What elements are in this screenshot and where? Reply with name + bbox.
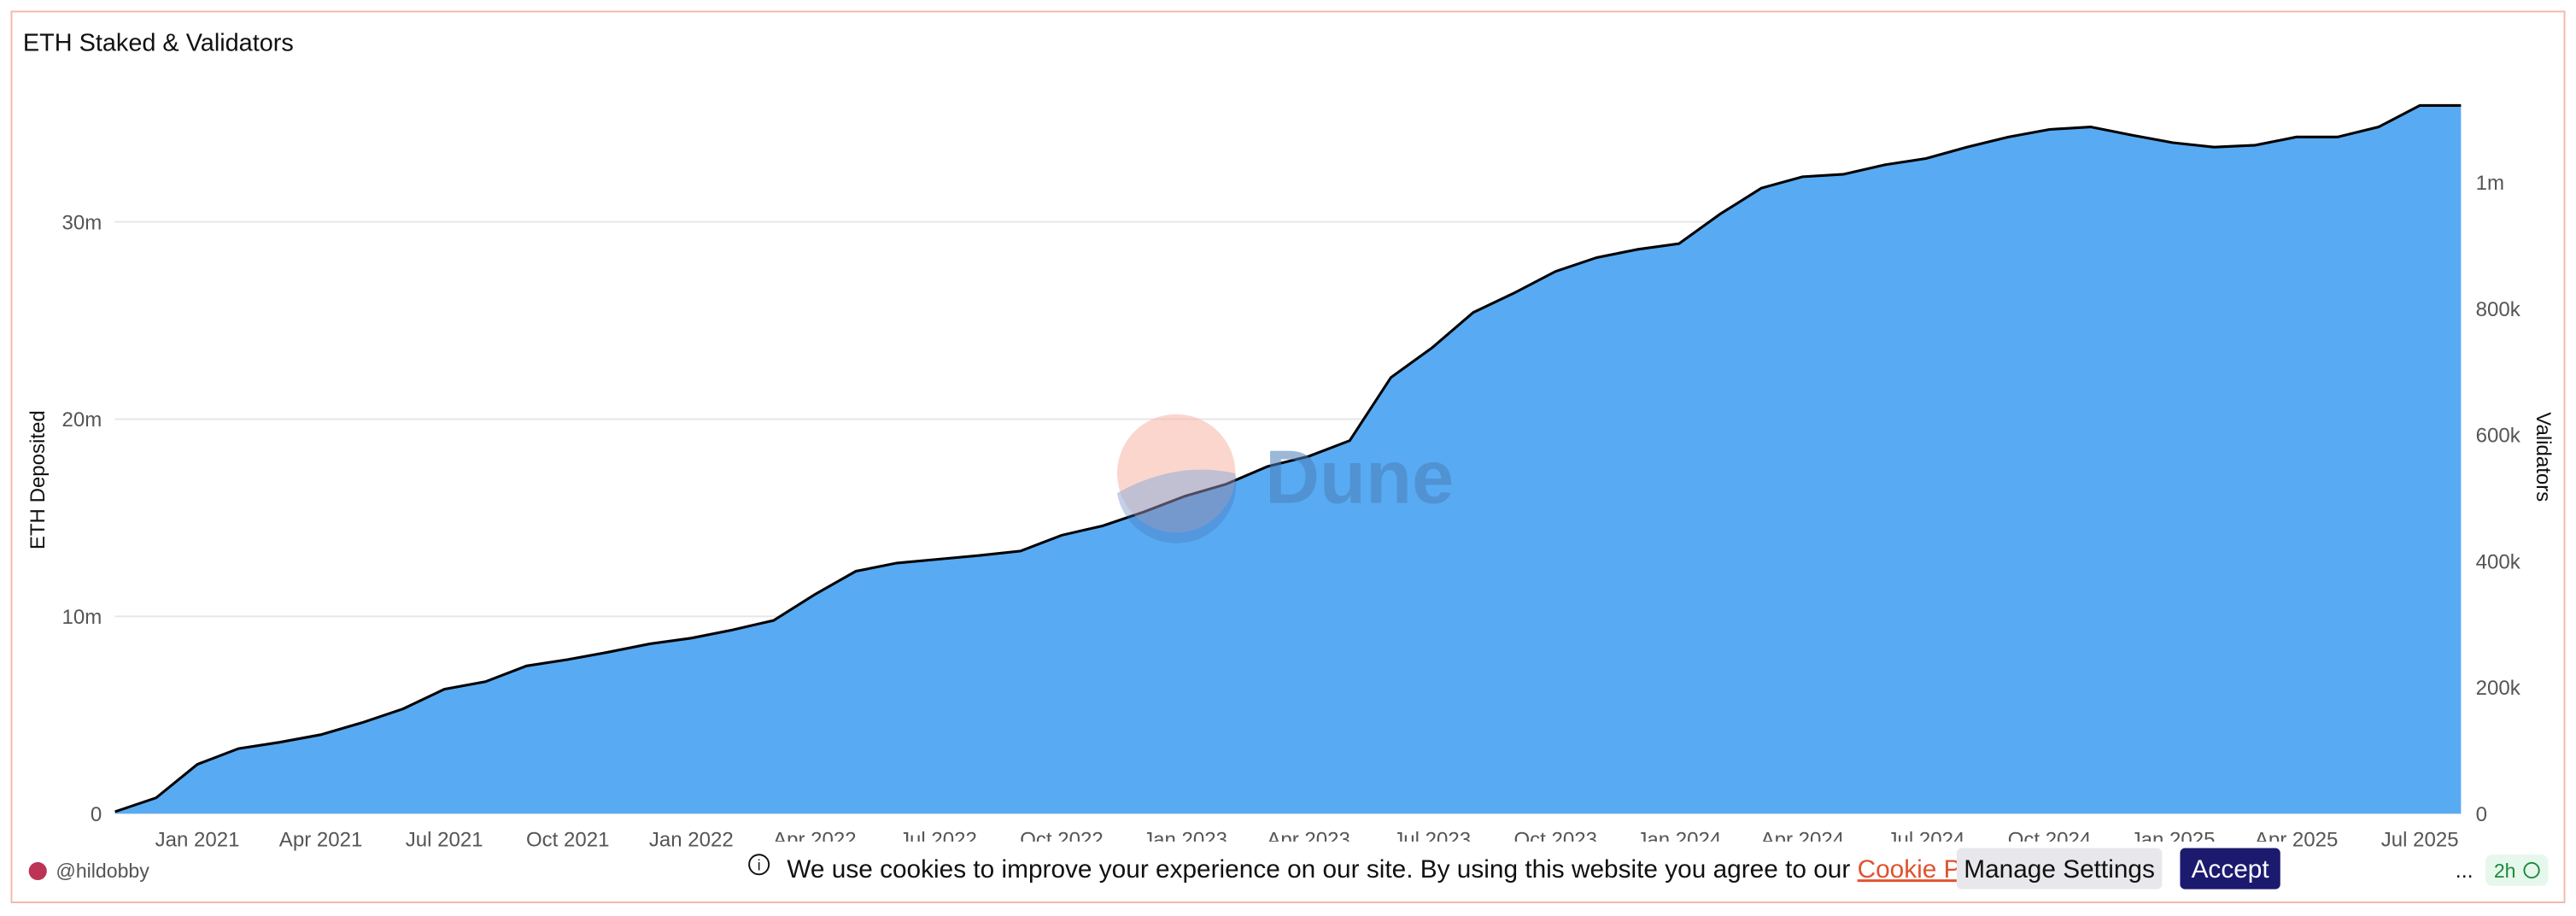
x-tick-label: Jul 2021 bbox=[406, 829, 483, 852]
y2-tick-label: 800k bbox=[2476, 298, 2521, 321]
y2-tick-label: 1m bbox=[2476, 172, 2504, 195]
y2-axis-title: Validators bbox=[2532, 412, 2555, 502]
x-tick-label: Jan 2021 bbox=[155, 829, 240, 852]
y-tick-label: 20m bbox=[62, 408, 102, 432]
y-tick-label: 30m bbox=[62, 211, 102, 234]
info-icon bbox=[748, 854, 770, 876]
x-tick-label: Jul 2025 bbox=[2381, 829, 2459, 852]
x-tick-label: Apr 2021 bbox=[279, 829, 363, 852]
manage-button-label[interactable]: Manage Settings bbox=[1964, 855, 2155, 884]
more-button[interactable]: ... bbox=[2456, 859, 2474, 883]
cookie-text: We use cookies to improve your experienc… bbox=[787, 855, 2018, 884]
chart-title: ETH Staked & Validators bbox=[23, 30, 294, 57]
author-avatar bbox=[28, 861, 47, 881]
manage-button[interactable] bbox=[1956, 848, 2163, 890]
x-tick-label: Oct 2021 bbox=[526, 829, 610, 852]
y2-tick-label: 0 bbox=[2476, 803, 2487, 826]
y2-tick-label: 200k bbox=[2476, 677, 2521, 700]
age-icon bbox=[2523, 861, 2540, 879]
x-tick-label: Jan 2022 bbox=[649, 829, 734, 852]
accept-button[interactable] bbox=[2180, 848, 2280, 890]
watermark: Dune bbox=[1116, 414, 1454, 543]
y-axis-title: ETH Deposited bbox=[26, 410, 50, 549]
y2-tick-label: 400k bbox=[2476, 550, 2521, 573]
author[interactable]: @hildobby bbox=[56, 860, 149, 882]
accept-button-label[interactable]: Accept bbox=[2192, 855, 2270, 884]
cookie-banner: i We use cookies to improve your experie… bbox=[734, 841, 2292, 896]
y-tick-label: 0 bbox=[91, 803, 102, 826]
watermark-text: Dune bbox=[1265, 435, 1454, 520]
validators-line bbox=[114, 103, 2462, 813]
watermark-logo-part bbox=[1116, 469, 1237, 543]
age: 2h bbox=[2494, 860, 2516, 882]
cookie-background bbox=[734, 841, 2292, 896]
y2-tick-label: 600k bbox=[2476, 425, 2521, 448]
watermark-logo bbox=[1116, 414, 1236, 533]
info-icon-glyph: i bbox=[758, 857, 761, 874]
cookie-message: We use cookies to improve your experienc… bbox=[787, 855, 1857, 884]
y-tick-label: 10m bbox=[62, 606, 102, 629]
